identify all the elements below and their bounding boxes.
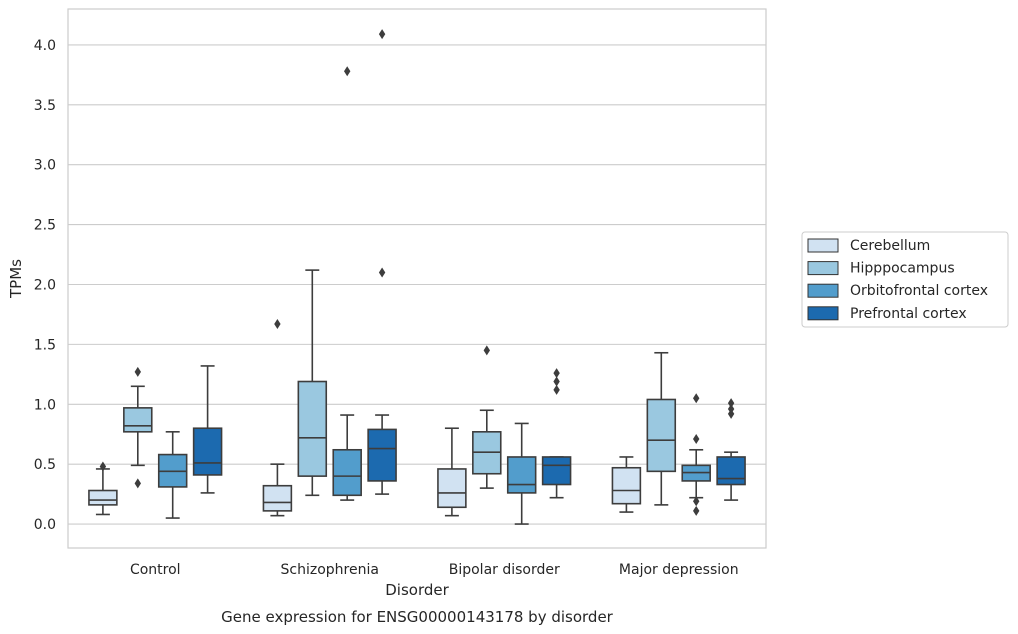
box-iqr [88, 489, 118, 506]
outlier-point [693, 393, 700, 404]
box-iqr [262, 484, 293, 512]
y-tick-label: 2.5 [34, 218, 56, 234]
y-tick-label: 2.0 [34, 277, 56, 293]
box-iqr [367, 428, 397, 482]
box-iqr [506, 456, 537, 494]
box-prefrontal-cortex [192, 365, 223, 494]
outlier-point [553, 384, 560, 395]
x-tick-label: Bipolar disorder [449, 562, 560, 578]
box-plots [88, 29, 746, 525]
outlier-point [99, 461, 107, 472]
y-tick-label: 1.0 [34, 397, 56, 413]
box-hipppocampus [297, 269, 328, 497]
y-tick-label: 3.5 [34, 98, 56, 114]
outlier-point [378, 267, 386, 278]
box-iqr [716, 456, 746, 486]
outlier-point [274, 319, 281, 330]
x-tick-labels: Control Schizophrenia Bipolar disorder Majo… [130, 562, 739, 578]
box-cerebellum [611, 456, 642, 513]
box-cerebellum [437, 427, 467, 517]
chart-caption: Gene expression for ENSG00000143178 by d… [221, 608, 614, 626]
box-iqr [437, 468, 467, 509]
outlier-point [693, 434, 700, 445]
outlier-point [727, 404, 735, 415]
y-tick-label: 3.0 [34, 158, 56, 174]
y-tick-label: 4.0 [34, 38, 56, 54]
box-orbitofrontal-cortex [332, 66, 362, 501]
legend: Cerebellum Hipppocampus Orbitofrontal cort… [801, 231, 1009, 328]
box-iqr [123, 407, 153, 433]
outlier-point [134, 366, 141, 377]
box-iqr [611, 466, 642, 505]
x-axis-label: Disorder [385, 581, 449, 599]
outlier-point [727, 398, 735, 409]
legend-swatch [807, 238, 839, 253]
legend-swatch [807, 283, 839, 298]
box-iqr [541, 456, 572, 486]
y-tick-label: 1.5 [34, 337, 56, 353]
box-iqr [332, 448, 362, 497]
outlier-point [553, 376, 560, 387]
box-orbitofrontal-cortex [506, 422, 537, 525]
box-prefrontal-cortex [541, 368, 572, 499]
y-axis-label: TPMs [7, 259, 25, 299]
outlier-point [344, 66, 351, 77]
outlier-point [693, 496, 700, 507]
box-cerebellum [262, 319, 293, 517]
x-tick-label: Control [130, 562, 181, 578]
legend-swatch [807, 306, 839, 321]
box-iqr [646, 398, 677, 473]
box-iqr [192, 427, 223, 476]
y-tick-labels: 0.0 0.5 1.0 1.5 2.0 2.5 3.0 3.5 4.0 [34, 38, 56, 533]
x-tick-label: Major depression [619, 562, 739, 578]
outlier-point [378, 29, 386, 40]
box-iqr [297, 380, 328, 477]
box-orbitofrontal-cortex [157, 431, 188, 519]
x-tick-label: Schizophrenia [281, 562, 379, 578]
y-tick-label: 0.0 [34, 517, 56, 533]
box-cerebellum [88, 461, 118, 516]
outlier-point [134, 478, 141, 489]
legend-frame [801, 231, 1009, 328]
box-hipppocampus [472, 345, 502, 489]
legend-label: Hipppocampus [850, 261, 955, 277]
box-prefrontal-cortex [716, 398, 746, 501]
legend-label: Orbitofrontal cortex [850, 283, 988, 299]
box-orbitofrontal-cortex [681, 393, 711, 516]
plot-frame [67, 8, 767, 549]
y-tick-label: 0.5 [34, 457, 56, 473]
box-hipppocampus [646, 351, 677, 506]
outlier-point [483, 345, 490, 356]
outlier-point [693, 505, 700, 516]
legend-label: Prefrontal cortex [850, 306, 967, 322]
legend-swatch [807, 261, 839, 276]
box-hipppocampus [123, 366, 153, 489]
box-prefrontal-cortex [367, 29, 397, 495]
outlier-point [553, 368, 560, 379]
legend-label: Cerebellum [850, 238, 930, 254]
